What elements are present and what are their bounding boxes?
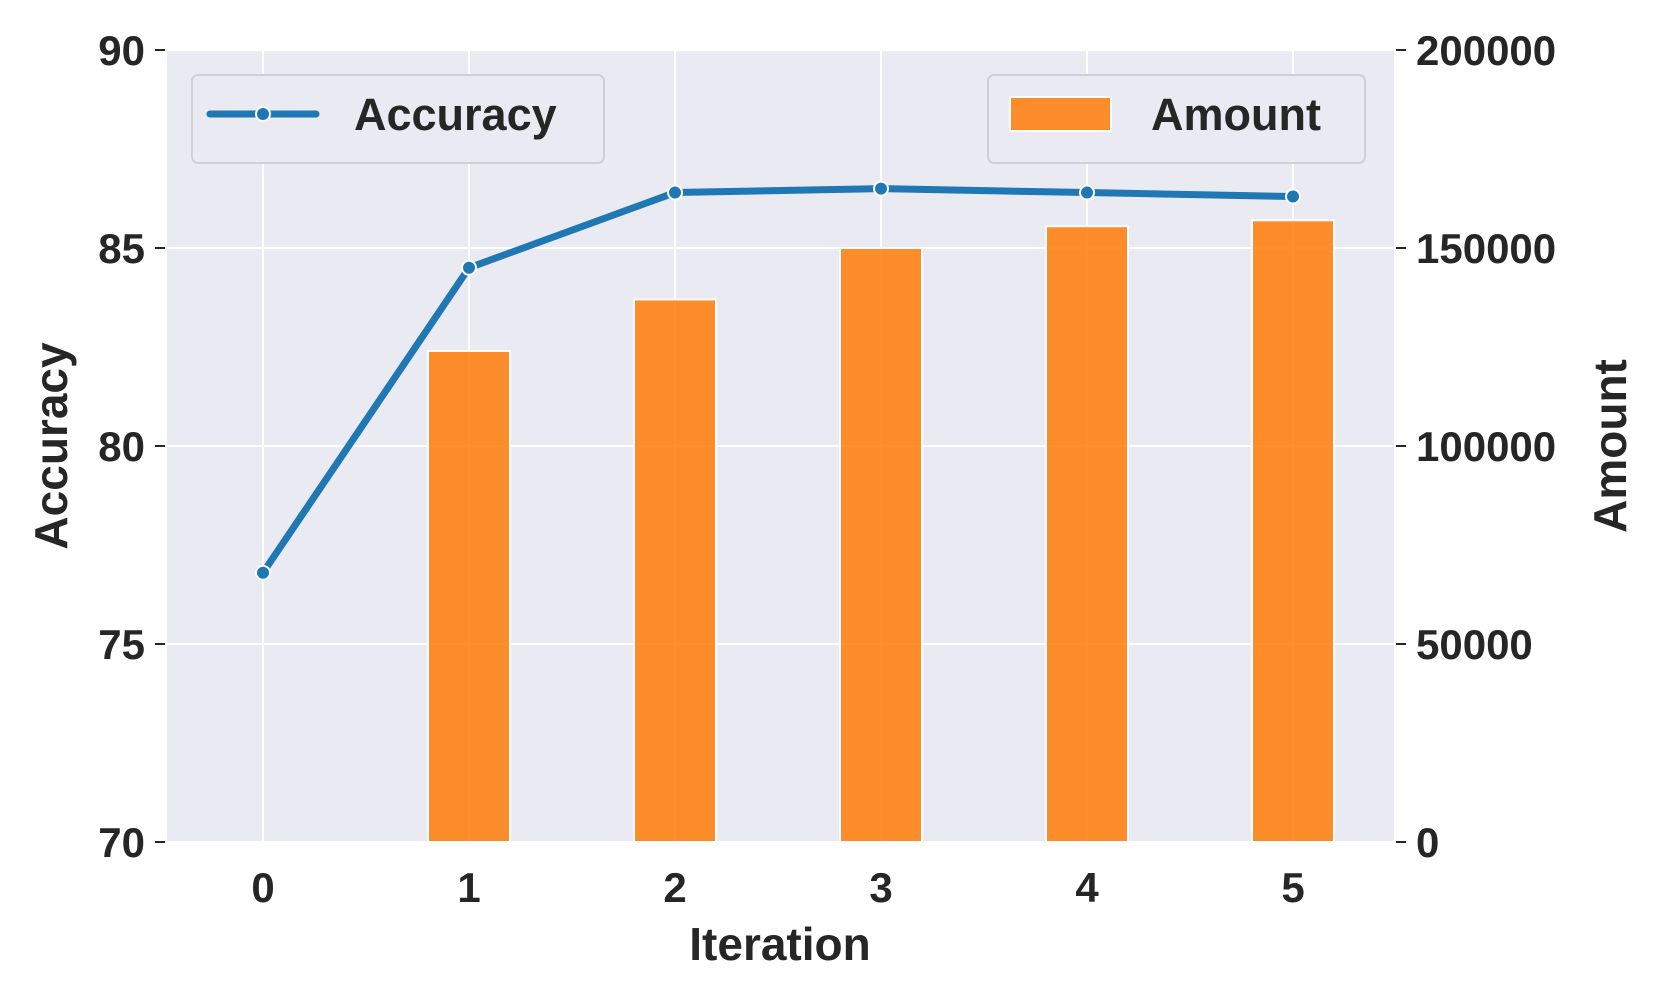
point-accuracy-2 (667, 184, 683, 201)
x-tick-label-5: 5 (1281, 864, 1304, 911)
x-axis: 0 1 2 3 4 5 (251, 864, 1304, 911)
y-tick-label-85: 85 (98, 225, 145, 272)
y-axis-title: Accuracy (25, 342, 77, 550)
x-tick-label-1: 1 (457, 864, 480, 911)
y2-axis-title: Amount (1584, 359, 1636, 533)
point-accuracy-1 (461, 259, 477, 276)
legend-amount: Amount (987, 74, 1366, 164)
x-tick-label-4: 4 (1075, 864, 1099, 911)
bar-amount-3 (839, 247, 923, 843)
x-axis-title: Iteration (689, 918, 870, 970)
y2-tick-label-100000: 100000 (1416, 423, 1556, 470)
point-accuracy-4 (1079, 184, 1095, 201)
amount-bars (427, 219, 1335, 844)
point-accuracy-0 (255, 564, 271, 581)
legend-accuracy-label: Accuracy (354, 89, 557, 140)
x-tick-label-0: 0 (251, 864, 274, 911)
legend-amount-swatch (1009, 96, 1112, 132)
point-accuracy-5 (1285, 188, 1301, 205)
point-accuracy-3 (873, 180, 889, 197)
y-tick-label-80: 80 (98, 423, 145, 470)
y-tick-label-90: 90 (98, 27, 145, 74)
bar-amount-2 (633, 298, 717, 844)
bar-amount-1 (427, 349, 511, 843)
accuracy-line-path (259, 185, 1297, 577)
legend-accuracy-box (191, 74, 605, 164)
bar-amount-4 (1045, 225, 1129, 844)
accuracy-line (255, 180, 1301, 581)
legend-accuracy-marker (255, 106, 271, 122)
bar-amount-5 (1251, 219, 1335, 843)
y2-tick-label-150000: 150000 (1416, 225, 1556, 272)
legend-amount-label: Amount (1151, 89, 1321, 140)
legend-accuracy: Accuracy (191, 74, 605, 164)
y2-tick-label-50000: 50000 (1416, 621, 1533, 668)
left-axis: 70 75 80 85 90 (98, 27, 165, 866)
y-tick-label-75: 75 (98, 621, 145, 668)
x-tick-label-3: 3 (869, 864, 892, 911)
y-tick-label-70: 70 (98, 819, 145, 866)
right-axis: 0 50000 100000 150000 200000 (1396, 27, 1556, 866)
y2-tick-label-0: 0 (1416, 819, 1439, 866)
x-tick-label-2: 2 (663, 864, 686, 911)
y2-tick-label-200000: 200000 (1416, 27, 1556, 74)
